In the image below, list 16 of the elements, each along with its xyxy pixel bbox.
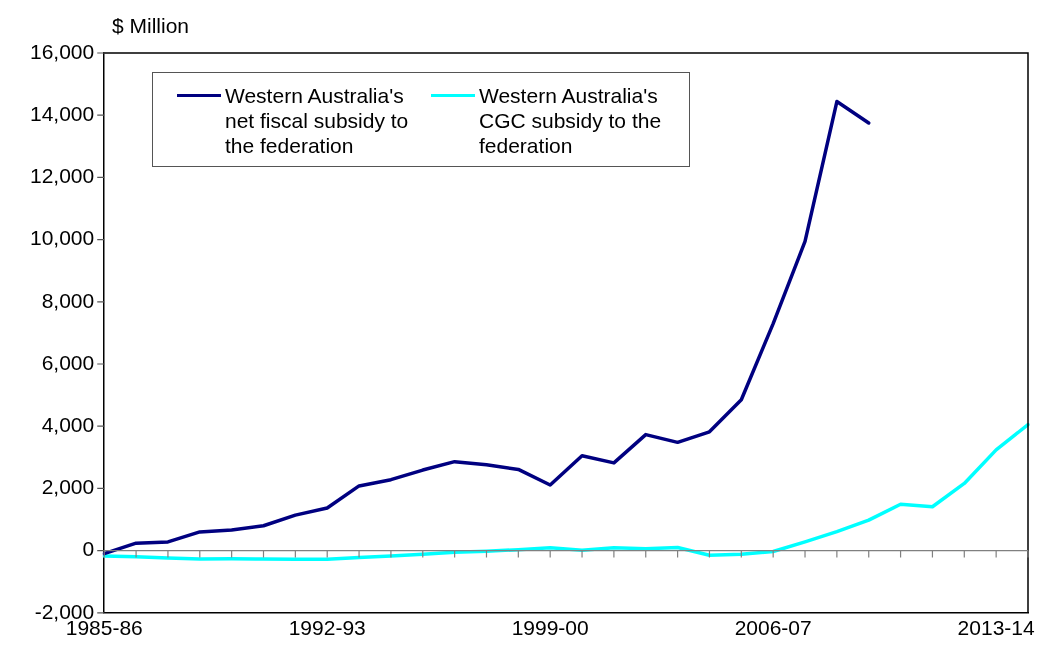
y-tick-label: 2,000	[41, 475, 95, 499]
y-tick-label: 12,000	[30, 164, 95, 188]
y-tick-label: 8,000	[41, 288, 95, 312]
y-tick-label: 4,000	[41, 413, 95, 436]
y-tick-label: 0	[82, 537, 95, 561]
y-tick-label: 16,000	[30, 39, 95, 63]
legend-label: Western Australia's CGC subsidy to the federation	[479, 83, 663, 158]
legend-label: Western Australia's net fiscal subsidy to the federation	[225, 83, 410, 158]
y-tick-label: 14,000	[30, 102, 95, 125]
y-tick-label: 10,000	[30, 226, 95, 250]
x-tick-label: 2006-07	[734, 616, 812, 640]
y-tick-label: 6,000	[41, 350, 95, 374]
y-axis-title: $ Million	[112, 14, 190, 38]
x-tick-label: 2013-14	[957, 616, 1035, 640]
x-tick-label: 1999-00	[511, 616, 589, 640]
x-tick-label: 1992-93	[288, 616, 366, 640]
